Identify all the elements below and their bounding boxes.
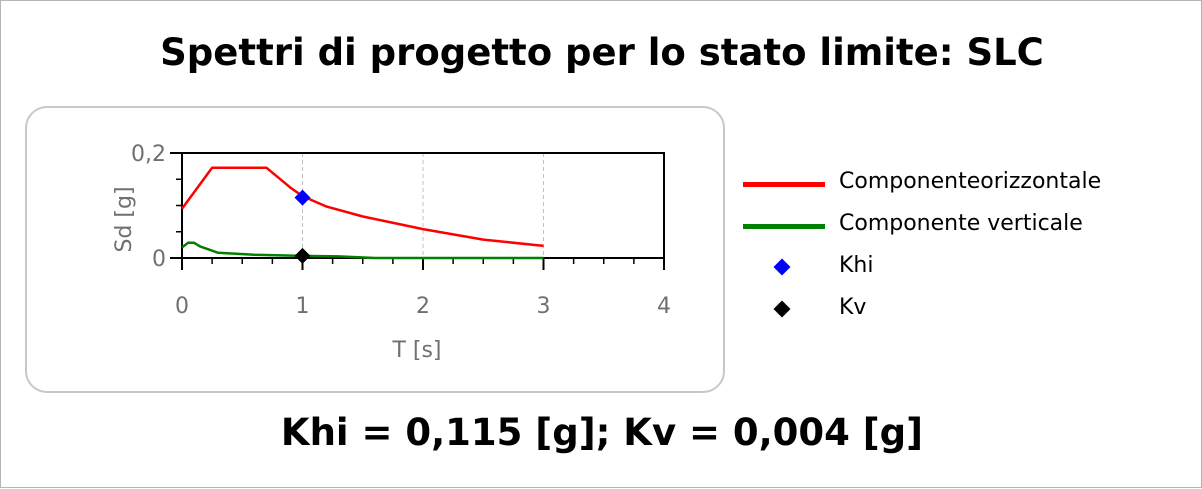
series-line-1 [181,241,544,260]
x-tick-label-1: 1 [296,294,310,319]
y-tick-label-1: 0,2 [131,142,166,167]
y-axis-label: Sd [g] [112,186,137,252]
legend-label-khi: Khi [839,253,874,278]
legend-line-horizontal [743,182,825,187]
x-axis-label: T [s] [391,338,441,363]
legend-label-horizontal: Componenteorizzontale [839,169,1102,194]
legend-label-kv: Kv [839,295,867,320]
x-tick-label-0: 0 [175,294,189,319]
x-tick-label-3: 3 [537,294,551,319]
marker-kv [294,247,311,264]
legend-line-vertical [743,224,825,229]
marker-khi [294,189,311,206]
y-tick-label-0: 0 [152,247,166,272]
chart-title: Spettri di progetto per lo stato limite:… [160,31,1044,74]
x-tick-label-2: 2 [416,294,430,319]
series-line-0 [180,166,544,248]
result-summary: Khi = 0,115 [g]; Kv = 0,004 [g] [280,411,924,454]
legend-label-vertical: Componente verticale [839,211,1083,236]
x-tick-label-4: 4 [657,294,671,319]
